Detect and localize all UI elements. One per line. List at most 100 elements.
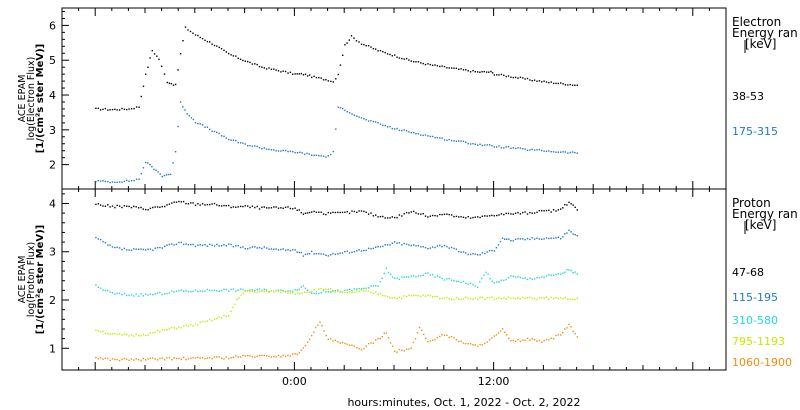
electron-data-point: [296, 152, 299, 154]
proton-data-point: [348, 252, 351, 254]
electron-ytick-label: 2: [49, 159, 56, 172]
proton-data-point: [102, 205, 104, 207]
proton-data-point: [488, 297, 491, 299]
electron-data-point: [166, 81, 168, 84]
electron-data-point: [308, 74, 311, 76]
proton-data-point: [315, 211, 318, 213]
proton-data-point: [289, 207, 292, 210]
proton-data-point: [568, 201, 570, 203]
proton-data-point: [211, 358, 213, 360]
electron-data-point: [258, 147, 261, 149]
proton-data-point: [500, 298, 503, 300]
proton-data-point: [306, 289, 309, 291]
proton-data-point: [481, 296, 484, 299]
electron-data-point: [273, 149, 275, 151]
proton-data-point: [408, 348, 410, 350]
electron-data-point: [569, 151, 571, 154]
proton-data-point: [323, 330, 325, 332]
proton-data-point: [510, 297, 512, 299]
proton-data-point: [300, 349, 302, 351]
proton-data-point: [477, 345, 479, 347]
proton-data-point: [133, 248, 135, 250]
electron-data-point: [576, 84, 578, 86]
proton-data-point: [422, 246, 424, 248]
proton-data-point: [97, 286, 99, 288]
proton-data-point: [441, 246, 443, 248]
proton-data-point: [261, 247, 263, 250]
proton-data-point: [570, 269, 572, 272]
proton-data-point: [367, 342, 370, 345]
proton-data-point: [441, 334, 443, 336]
proton-data-point: [391, 242, 393, 244]
proton-data-point: [365, 290, 367, 292]
proton-legend-title-line: [keV]: [745, 218, 776, 232]
proton-data-point: [348, 288, 351, 290]
proton-data-point: [325, 288, 327, 290]
proton-data-point: [97, 330, 99, 332]
electron-data-point: [256, 63, 258, 66]
proton-data-point: [121, 248, 123, 251]
electron-data-point: [273, 68, 275, 70]
electron-data-point: [505, 75, 507, 78]
electron-data-point: [190, 117, 193, 119]
electron-data-point: [417, 61, 420, 63]
proton-data-point: [493, 282, 495, 284]
proton-data-point: [296, 251, 298, 253]
proton-data-point: [394, 241, 396, 243]
proton-data-point: [344, 211, 346, 213]
electron-data-point: [462, 140, 465, 142]
proton-data-point: [223, 244, 225, 246]
proton-data-point: [531, 212, 533, 214]
proton-data-point: [552, 274, 555, 276]
proton-data-point: [230, 243, 232, 246]
proton-data-point: [216, 356, 218, 358]
proton-data-point: [306, 212, 309, 214]
electron-data-point: [235, 55, 237, 57]
electron-data-point: [514, 76, 517, 79]
electron-data-point: [396, 56, 398, 58]
electron-data-point: [550, 81, 552, 83]
proton-ytick-label: 4: [49, 197, 56, 210]
proton-data-point: [474, 285, 476, 287]
proton-data-point: [574, 271, 576, 273]
proton-data-point: [313, 253, 315, 255]
proton-data-point: [389, 297, 391, 299]
electron-data-point: [386, 53, 389, 55]
proton-data-point: [190, 357, 192, 359]
electron-data-point: [356, 115, 358, 117]
electron-data-point: [322, 155, 325, 157]
proton-data-point: [282, 248, 284, 250]
electron-data-point: [346, 111, 348, 113]
electron-data-point: [311, 154, 313, 156]
electron-data-point: [441, 65, 443, 67]
proton-data-point: [538, 210, 541, 212]
proton-data-point: [178, 200, 180, 203]
electron-data-point: [384, 124, 386, 127]
proton-data-point: [458, 280, 460, 283]
proton-data-point: [239, 356, 242, 358]
electron-data-point: [467, 70, 469, 72]
proton-data-point: [206, 357, 209, 359]
proton-data-point: [239, 246, 242, 249]
proton-data-point: [377, 338, 379, 340]
proton-data-point: [118, 205, 121, 207]
proton-data-point: [568, 229, 570, 231]
proton-data-point: [486, 297, 488, 299]
proton-data-point: [403, 350, 405, 352]
electron-data-point: [498, 74, 500, 76]
proton-data-point: [533, 297, 536, 300]
electron-data-point: [455, 67, 458, 69]
proton-data-point: [467, 297, 469, 299]
proton-data-point: [280, 207, 282, 209]
proton-data-point: [557, 297, 559, 300]
proton-data-point: [396, 242, 398, 244]
electron-data-point: [533, 79, 536, 81]
proton-data-point: [175, 290, 178, 292]
proton-data-point: [403, 276, 405, 278]
proton-data-point: [306, 253, 309, 255]
proton-data-point: [356, 290, 358, 292]
electron-data-point: [348, 39, 350, 41]
proton-data-point: [204, 244, 206, 246]
proton-data-point: [446, 334, 448, 336]
proton-data-point: [302, 213, 305, 215]
